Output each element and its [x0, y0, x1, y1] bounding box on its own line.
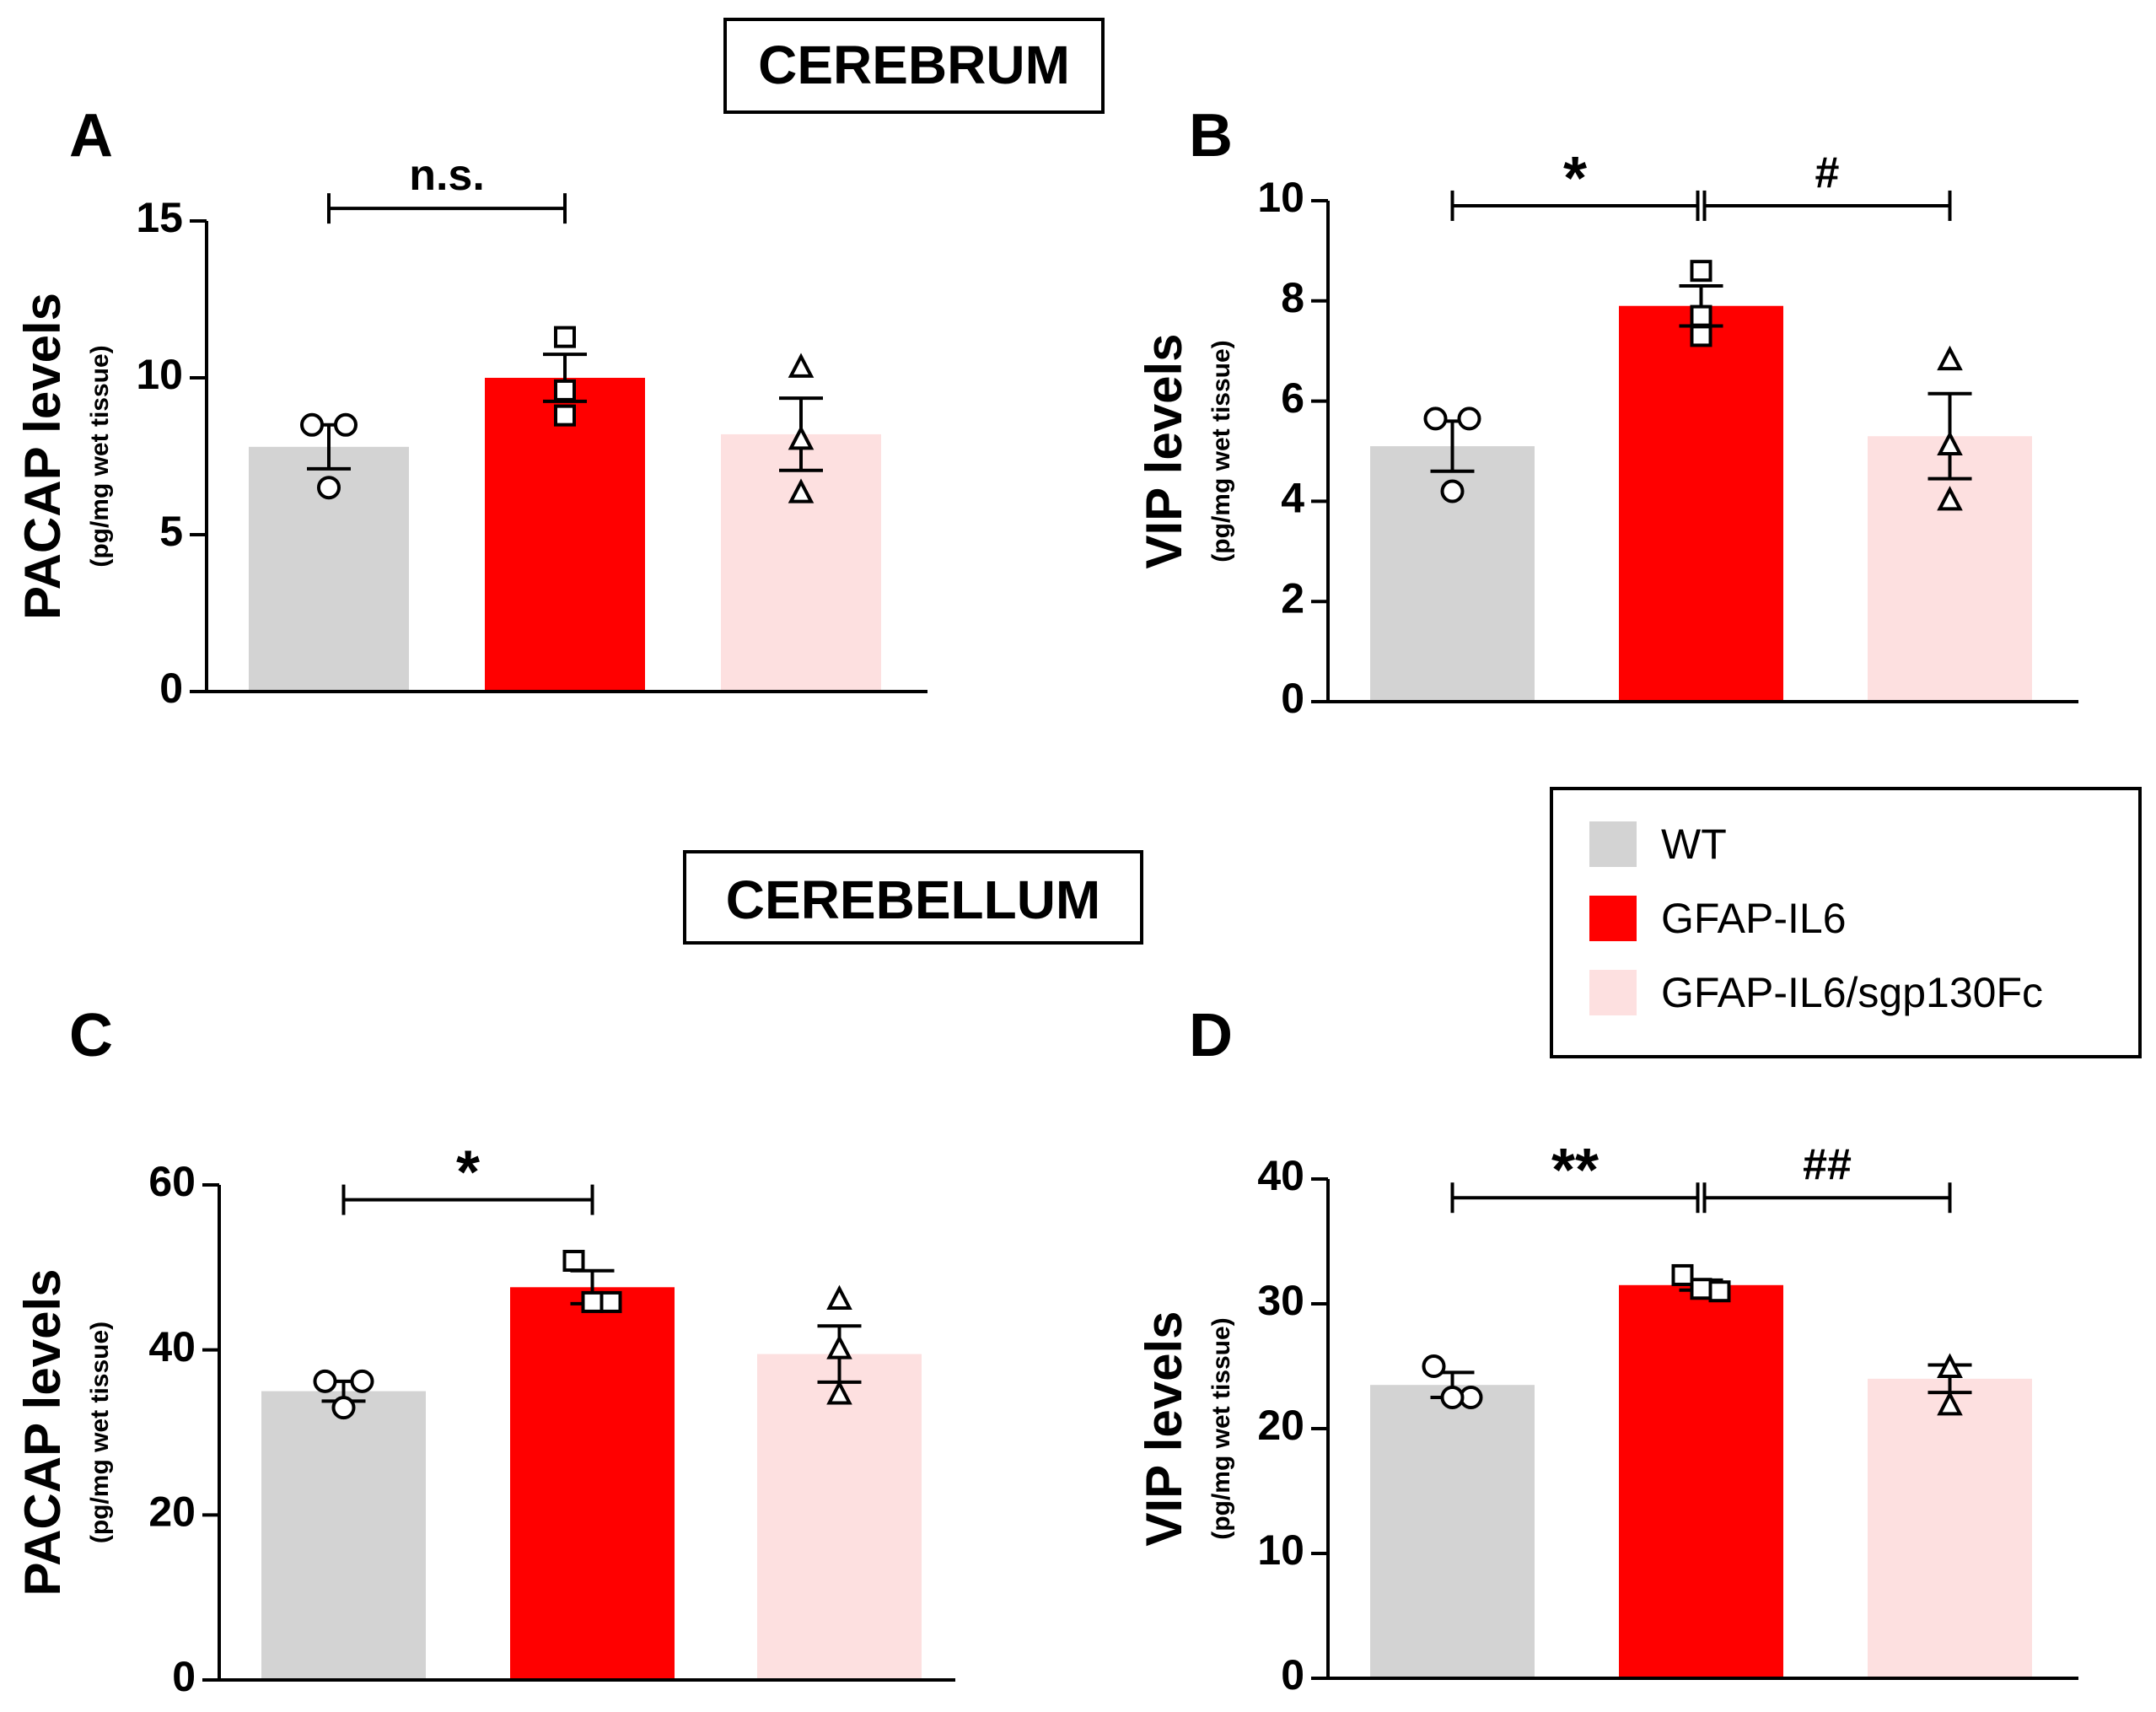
data-point-wt — [1457, 406, 1481, 431]
bar-gfap-il6-sgp130fc — [721, 433, 881, 692]
y-axis-unit-label: (pg/mg wet tissue) — [86, 345, 114, 567]
data-point-gfap-il6 — [1690, 260, 1712, 283]
y-tick-label: 5 — [159, 508, 183, 555]
y-tick-label: 30 — [1257, 1277, 1304, 1324]
y-tick-label: 40 — [148, 1323, 196, 1370]
data-point-wt — [313, 1369, 337, 1393]
data-point-gfap-il6-sgp130fc — [1937, 430, 1963, 456]
data-point-gfap-il6-sgp130fc — [1937, 1353, 1963, 1378]
bar-wt — [261, 1391, 426, 1680]
legend-label-gfap-il6-sgp130fc: GFAP-IL6/sgp130Fc — [1661, 969, 2043, 1016]
cerebellum-title-box — [683, 850, 1143, 945]
data-point-gfap-il6 — [562, 1250, 585, 1273]
bar-gfap-il6 — [510, 1287, 675, 1680]
y-axis-label: VIP levels — [1136, 333, 1192, 568]
charts: A PACAP levels (pg/mg wet tissue) 0 5 10 15 n.s… — [14, 102, 2078, 1700]
data-point-gfap-il6-sgp130fc — [826, 1380, 852, 1405]
y-axis-unit-label: (pg/mg wet tissue) — [1207, 340, 1235, 562]
legend: WT GFAP-IL6 GFAP-IL6/sgp130Fc — [1550, 787, 2142, 1058]
panel-letter: B — [1189, 102, 1233, 170]
legend-swatch-gfap-il6 — [1589, 896, 1637, 941]
y-axis-label: VIP levels — [1136, 1311, 1192, 1546]
data-point-gfap-il6 — [1690, 325, 1712, 347]
data-point-gfap-il6-sgp130fc — [788, 478, 815, 503]
data-point-wt — [317, 476, 341, 500]
cerebrum-title: CEREBRUM — [758, 35, 1070, 95]
data-point-gfap-il6 — [1708, 1280, 1731, 1303]
y-tick-label: 60 — [148, 1158, 196, 1205]
bar-gfap-il6 — [485, 378, 645, 692]
legend-swatch-wt — [1589, 821, 1637, 867]
y-tick-label: 20 — [148, 1489, 196, 1536]
panel-c: C PACAP levels (pg/mg wet tissue) 0 20 40 60 * — [14, 1002, 955, 1700]
data-point-wt — [300, 412, 324, 437]
legend-label-gfap-il6: GFAP-IL6 — [1661, 895, 1847, 942]
panel-letter: C — [69, 1002, 113, 1069]
y-tick-label: 0 — [172, 1653, 196, 1700]
y-tick-label: 0 — [159, 665, 183, 712]
data-point-gfap-il6-sgp130fc — [1937, 486, 1963, 511]
y-tick-label: 15 — [136, 194, 183, 241]
panel-a: A PACAP levels (pg/mg wet tissue) 0 5 10 15 n.s… — [14, 102, 927, 712]
significance-label: ** — [1551, 1137, 1599, 1204]
data-point-gfap-il6 — [1671, 1263, 1694, 1286]
y-axis-unit-label: (pg/mg wet tissue) — [86, 1322, 114, 1543]
data-point-gfap-il6 — [554, 404, 576, 427]
data-point-wt — [1440, 1386, 1465, 1409]
significance-label: ## — [1803, 1140, 1852, 1189]
legend-swatch-gfap-il6-sgp130fc — [1589, 970, 1637, 1015]
data-point-wt — [331, 1396, 356, 1420]
cerebellum-title: CEREBELLUM — [726, 869, 1100, 930]
y-tick-label: 2 — [1281, 574, 1304, 622]
data-point-wt — [350, 1369, 374, 1393]
y-tick-label: 4 — [1281, 475, 1304, 522]
data-point-gfap-il6 — [554, 326, 576, 348]
data-point-gfap-il6-sgp130fc — [826, 1334, 852, 1359]
data-point-gfap-il6-sgp130fc — [788, 425, 815, 450]
y-tick-label: 10 — [1257, 1526, 1304, 1574]
y-tick-label: 6 — [1281, 374, 1304, 422]
y-tick-label: 0 — [1281, 1651, 1304, 1699]
y-tick-label: 8 — [1281, 274, 1304, 321]
bar-gfap-il6 — [1619, 305, 1783, 702]
data-point-gfap-il6 — [554, 379, 576, 401]
significance-label: * — [1563, 145, 1587, 213]
data-point-wt — [334, 412, 358, 437]
data-point-gfap-il6 — [581, 1290, 604, 1313]
legend-box — [1550, 787, 2142, 1058]
y-axis-label: PACAP levels — [14, 293, 71, 620]
data-point-gfap-il6-sgp130fc — [1937, 345, 1963, 371]
data-point-gfap-il6 — [1690, 1278, 1712, 1300]
y-tick-label: 40 — [1257, 1152, 1304, 1199]
cerebrum-title-box — [723, 18, 1105, 114]
y-tick-label: 20 — [1257, 1402, 1304, 1449]
bar-gfap-il6 — [1619, 1284, 1783, 1678]
data-point-wt — [1440, 479, 1465, 503]
data-point-wt — [1423, 406, 1448, 431]
significance-label: * — [456, 1139, 480, 1207]
panel-letter: A — [69, 102, 113, 170]
panel-d: D VIP levels (pg/mg wet tissue) 0 10 20 30 40 **… — [1136, 1002, 2078, 1699]
data-point-gfap-il6-sgp130fc — [788, 353, 815, 378]
significance-label: n.s. — [409, 151, 485, 200]
bar-gfap-il6-sgp130fc — [1868, 1378, 2032, 1678]
panel-b: B VIP levels (pg/mg wet tissue) 0 2 4 6 8 10 * # — [1136, 102, 2078, 722]
bar-wt — [1370, 1385, 1535, 1678]
y-tick-label: 0 — [1281, 675, 1304, 722]
y-tick-label: 10 — [136, 351, 183, 398]
data-point-gfap-il6 — [599, 1290, 622, 1313]
panel-letter: D — [1189, 1002, 1233, 1069]
data-point-gfap-il6 — [1690, 304, 1712, 327]
bar-gfap-il6-sgp130fc — [757, 1354, 922, 1680]
significance-label: # — [1815, 148, 1840, 197]
legend-label-wt: WT — [1661, 821, 1727, 868]
data-point-wt — [1422, 1354, 1446, 1378]
y-tick-label: 10 — [1257, 174, 1304, 221]
y-axis-label: PACAP levels — [14, 1269, 71, 1596]
data-point-gfap-il6-sgp130fc — [1937, 1391, 1963, 1416]
data-point-gfap-il6-sgp130fc — [826, 1284, 852, 1310]
y-axis-unit-label: (pg/mg wet tissue) — [1207, 1317, 1235, 1539]
